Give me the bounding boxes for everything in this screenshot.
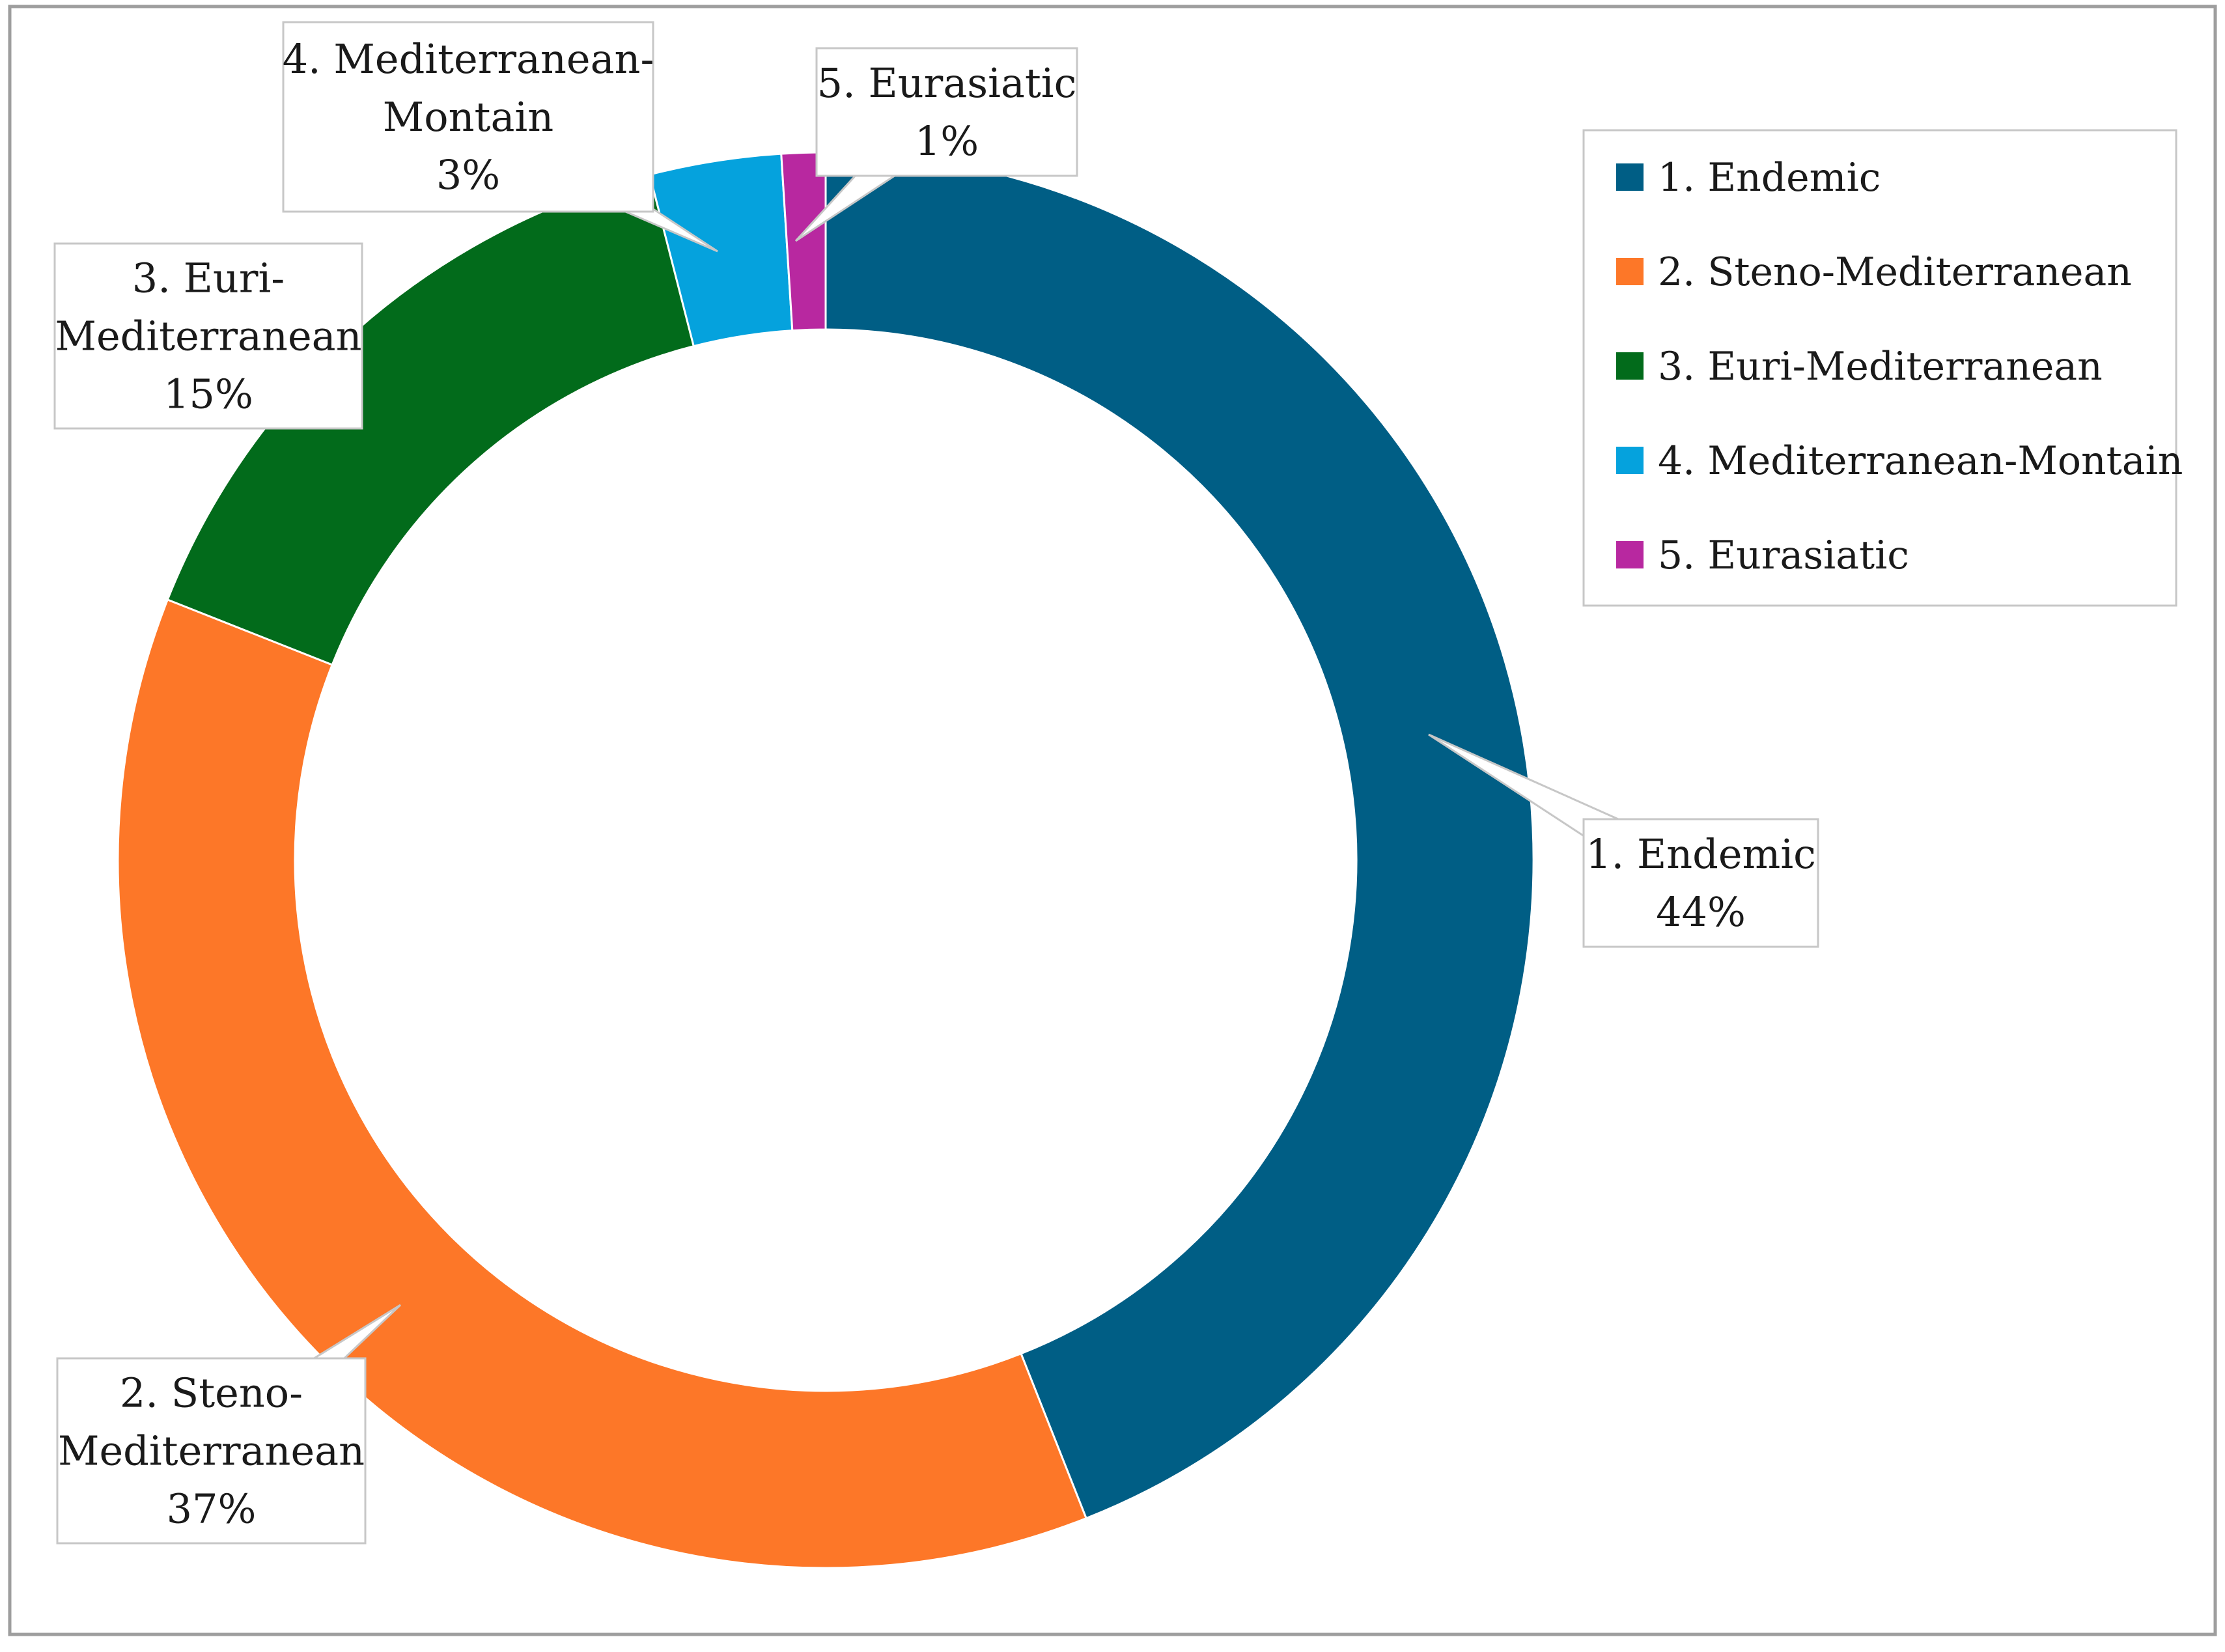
- legend-item-endemic: 1. Endemic: [1616, 155, 1881, 201]
- data-label-steno-mediterranean: 2. Steno- Mediterranean 37%: [56, 1304, 402, 1545]
- data-label-text: 2. Steno-: [120, 1369, 303, 1417]
- data-label-fill: [285, 23, 652, 210]
- slice-eurasiatic: [780, 151, 827, 332]
- data-label-text: Mediterranean: [55, 313, 361, 360]
- legend-box: [1582, 129, 2177, 607]
- legend-swatch: [1616, 541, 1644, 568]
- legend-label: 4. Mediterranean-Montain: [1658, 438, 2183, 484]
- legend-swatch: [1616, 163, 1644, 191]
- data-labels-group: 1. Endemic 44% 2. Steno- Mediterranean 37% 3.…: [53, 21, 1819, 1545]
- data-label-text: Montain: [383, 93, 553, 141]
- data-label-fill: [56, 245, 361, 427]
- legend-item-steno-mediterranean: 2. Steno-Mediterranean: [1616, 249, 2132, 295]
- data-label-text: 37%: [167, 1485, 257, 1533]
- legend-label: 1. Endemic: [1658, 155, 1881, 201]
- legend-item-mediterranean-montain: 4. Mediterranean-Montain: [1616, 438, 2183, 484]
- data-label-fill: [818, 49, 1076, 175]
- data-label-text: 15%: [163, 371, 253, 418]
- data-label-text: 1. Endemic: [1586, 830, 1816, 878]
- data-label-endemic: 1. Endemic 44%: [1428, 733, 1819, 948]
- legend-label: 5. Eurasiatic: [1658, 533, 1909, 578]
- data-label-euri-mediterranean: 3. Euri- Mediterranean 15%: [53, 242, 363, 430]
- legend-item-eurasiatic: 5. Eurasiatic: [1616, 533, 1909, 578]
- data-label-mediterranean-montain: 4. Mediterranean- Montain 3%: [282, 21, 718, 253]
- legend-label: 2. Steno-Mediterranean: [1658, 249, 2132, 295]
- slices-group: [117, 151, 1535, 1569]
- legend-swatch: [1616, 447, 1644, 474]
- legend: 1. Endemic 2. Steno-Mediterranean 3. Euri-…: [1582, 129, 2183, 607]
- data-label-text: Mediterranean: [58, 1427, 365, 1475]
- data-label-text: 44%: [1656, 888, 1746, 936]
- slice-endemic: [824, 151, 1535, 1520]
- data-label-fill: [59, 1360, 364, 1542]
- slice-steno-mediterranean: [117, 598, 1088, 1569]
- legend-swatch: [1616, 258, 1644, 285]
- data-label-text: 1%: [915, 117, 979, 165]
- data-label-eurasiatic: 5. Eurasiatic 1%: [794, 47, 1078, 242]
- data-label-text: 5. Eurasiatic: [817, 59, 1077, 107]
- data-label-fill: [1585, 820, 1817, 945]
- legend-swatch: [1616, 352, 1644, 380]
- data-label-text: 3%: [436, 151, 500, 199]
- legend-label: 3. Euri-Mediterranean: [1658, 344, 2103, 389]
- legend-item-euri-mediterranean: 3. Euri-Mediterranean: [1616, 344, 2103, 389]
- data-label-text: 3. Euri-: [132, 255, 285, 302]
- data-label-text: 4. Mediterranean-: [283, 35, 654, 83]
